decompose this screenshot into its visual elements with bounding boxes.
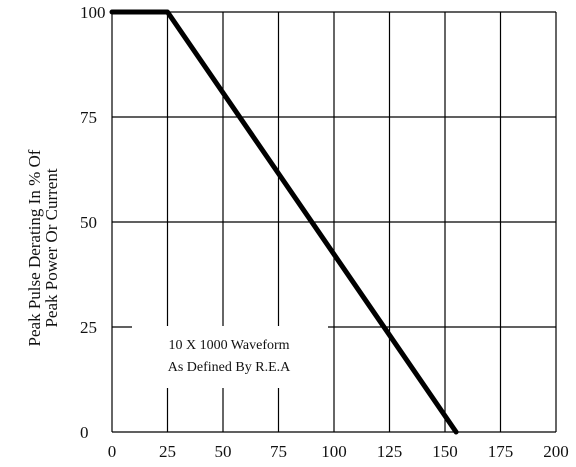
x-tick-label: 125 [377, 442, 403, 461]
x-tick-label: 50 [215, 442, 232, 461]
y-axis-title-line-2: Peak Power Or Current [42, 168, 61, 327]
x-tick-label: 100 [321, 442, 347, 461]
y-tick-label: 50 [80, 213, 97, 232]
y-tick-label: 75 [80, 108, 97, 127]
x-tick-label: 175 [488, 442, 514, 461]
y-axis-title: Peak Pulse Derating In % Of Peak Power O… [25, 149, 61, 346]
y-tick-label: 25 [80, 318, 97, 337]
tick-labels: 0 25 50 75 100 125 150 175 200 0 25 50 75 100 [80, 3, 569, 461]
annotation-box [132, 326, 328, 388]
x-tick-label: 25 [159, 442, 176, 461]
y-tick-label: 0 [80, 423, 89, 442]
y-axis-title-line-1: Peak Pulse Derating In % Of [25, 149, 44, 346]
x-tick-label: 0 [108, 442, 117, 461]
x-tick-label: 200 [543, 442, 569, 461]
x-tick-label: 150 [432, 442, 458, 461]
x-tick-label: 75 [270, 442, 287, 461]
annotation-line-1: 10 X 1000 Waveform [168, 338, 289, 353]
series-layer [109, 9, 459, 435]
y-tick-label: 100 [80, 3, 106, 22]
annotation: 10 X 1000 Waveform As Defined By R.E.A [168, 338, 291, 375]
annotation-line-2: As Defined By R.E.A [168, 360, 291, 375]
